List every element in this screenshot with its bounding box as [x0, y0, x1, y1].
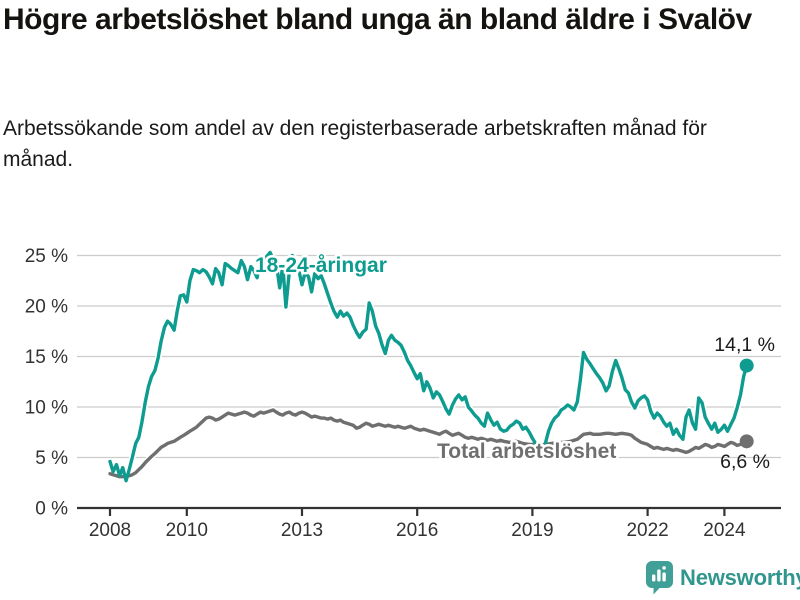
y-tick-label: 25 %: [25, 246, 68, 267]
y-tick-label: 5 %: [35, 448, 68, 469]
newsworthy-wordmark: Newsworthy: [680, 564, 800, 590]
x-tick-label: 2024: [703, 520, 746, 541]
label-youth-series: 18-24-åringar: [255, 254, 387, 277]
newsworthy-bars-speech-bubble-icon: [646, 561, 673, 595]
x-tick-label: 2019: [511, 520, 553, 541]
newsworthy-logo: Newsworthy: [645, 560, 800, 595]
x-tick-label: 2008: [89, 520, 131, 541]
chart-title: Högre arbetslöshet bland unga än bland ä…: [3, 3, 752, 36]
x-tick-label: 2010: [166, 520, 208, 541]
x-tick-label: 2016: [396, 520, 438, 541]
y-tick-label: 0 %: [35, 499, 68, 520]
x-tick-label: 2022: [626, 520, 668, 541]
line-chart: 0 % 5 % 10 % 15 % 20 % 25 % 2008 2010 2013 2016 20…: [25, 246, 781, 541]
y-tick-label: 20 %: [25, 297, 68, 318]
label-total-series: Total arbetslöshet: [437, 440, 616, 463]
series-line-total: [108, 408, 749, 479]
y-tick-label: 10 %: [25, 398, 68, 419]
series-line-youth: [108, 250, 749, 483]
chart-subtitle: Arbetssökande som andel av den registerb…: [3, 117, 707, 171]
series-end-dot-total: [739, 434, 754, 449]
series-end-dot-youth: [739, 358, 754, 373]
x-tick-label: 2013: [281, 520, 323, 541]
y-tick-label: 15 %: [25, 347, 68, 368]
youth-end-value-label: 14,1 %: [714, 334, 775, 356]
total-end-value-label: 6,6 %: [720, 451, 770, 473]
